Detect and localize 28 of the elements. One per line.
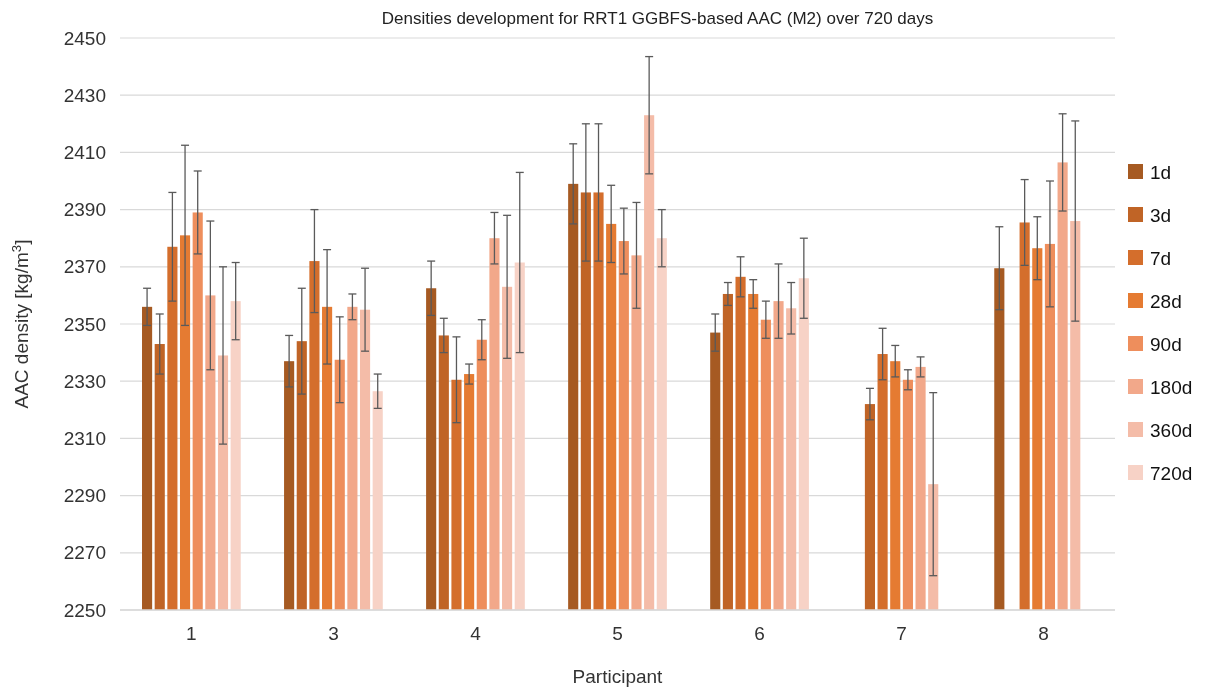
legend-label: 180d — [1150, 376, 1193, 398]
x-tick-label: 6 — [754, 623, 765, 644]
legend-label: 1d — [1150, 161, 1172, 183]
y-tick-label: 2390 — [63, 199, 106, 221]
x-tick-label: 1 — [186, 623, 197, 644]
x-tick-label: 3 — [328, 623, 339, 644]
legend-label: 28d — [1150, 290, 1182, 312]
chart-title: Densities development for RRT1 GGBFS-based AAC (M2) over 720 days — [381, 9, 934, 28]
legend-label: 3d — [1150, 204, 1172, 226]
x-tick-label: 4 — [470, 623, 482, 644]
x-tick-label: 7 — [896, 623, 907, 644]
legend-label: 360d — [1150, 419, 1193, 441]
y-tick-label: 2270 — [63, 542, 106, 564]
legend-label: 90d — [1150, 333, 1182, 355]
legend-label: 7d — [1150, 247, 1172, 269]
legend-label: 720d — [1150, 462, 1193, 484]
y-tick-label: 2350 — [63, 313, 106, 335]
y-tick-label: 2290 — [63, 485, 106, 507]
y-tick-label: 2370 — [63, 256, 106, 278]
x-tick-label: 8 — [1038, 623, 1049, 644]
y-tick-label: 2310 — [63, 428, 106, 450]
x-axis-title: Participant — [572, 666, 664, 687]
x-tick-label: 5 — [612, 623, 623, 644]
y-tick-label: 2430 — [63, 84, 106, 106]
y-tick-label: 2450 — [63, 27, 106, 49]
y-tick-label: 2250 — [63, 599, 106, 621]
y-tick-label: 2330 — [63, 370, 106, 392]
y-tick-label: 2410 — [63, 142, 106, 164]
